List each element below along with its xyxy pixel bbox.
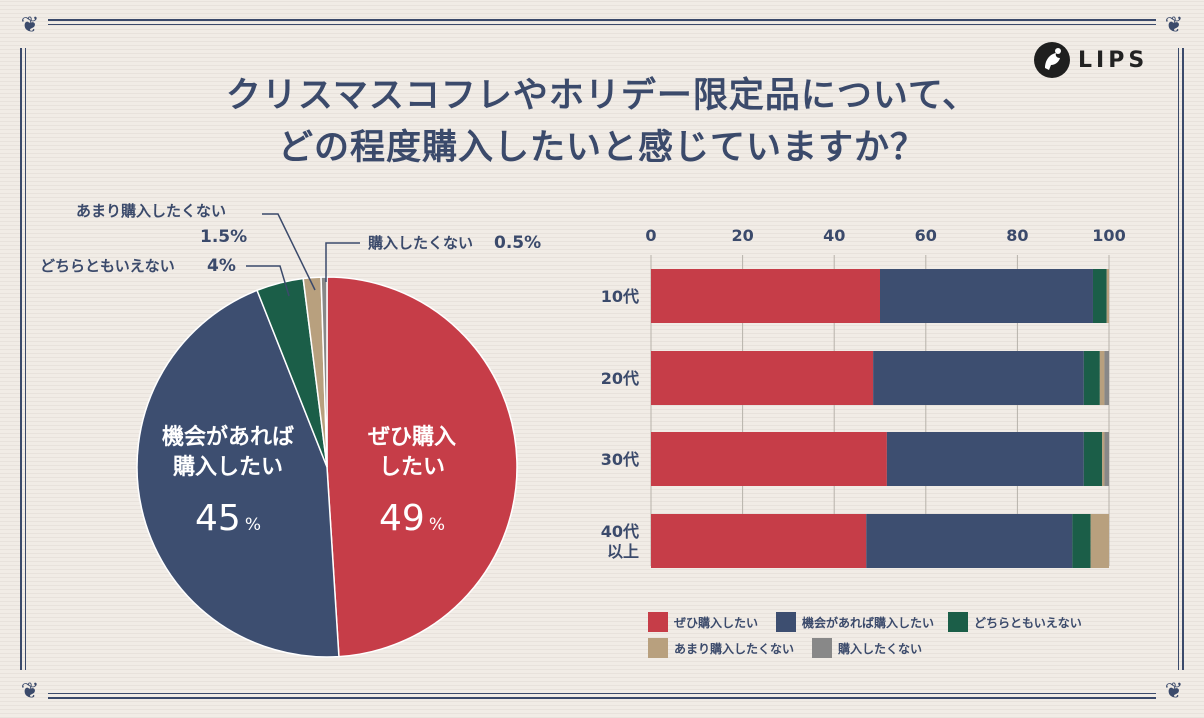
- pie-value-maybe-unit: %: [245, 515, 261, 535]
- frame-top-line-inner: [48, 24, 1156, 25]
- corner-ornament-icon: ❦: [1164, 13, 1184, 38]
- bar-segment: [1083, 351, 1100, 405]
- pie-label-maybe-line2: 購入したい: [173, 455, 283, 480]
- pie-value-yes-unit: %: [429, 515, 445, 535]
- lips-logo-icon: [1034, 42, 1070, 78]
- x-tick-label: 80: [1006, 226, 1028, 245]
- pie-value-maybe: 45%: [195, 498, 261, 539]
- bar-segment: [1102, 432, 1105, 486]
- corner-ornament-icon: ❦: [20, 679, 40, 704]
- bar-segment: [651, 351, 874, 405]
- y-category-label: 10代: [601, 287, 639, 306]
- legend-label: あまり購入したくない: [674, 641, 794, 656]
- corner-ornament-icon: ❦: [1164, 679, 1184, 704]
- legend-label: どちらともいえない: [974, 616, 1082, 630]
- frame-top-line: [48, 19, 1156, 21]
- pie-chart: [136, 276, 518, 658]
- pie-callout-no-value: 0.5%: [494, 233, 541, 253]
- y-category-label: 以上: [607, 542, 639, 561]
- x-tick-label: 40: [823, 226, 845, 245]
- legend-label: 購入したくない: [837, 641, 922, 656]
- bar-segment: [1072, 514, 1091, 568]
- bar-segment: [880, 269, 1093, 323]
- bar-segment: [1090, 514, 1109, 568]
- bar-segment: [886, 432, 1084, 486]
- x-tick-label: 20: [731, 226, 753, 245]
- pie-label-maybe-line1: 機会があれば: [162, 424, 294, 450]
- bar-segment: [1106, 269, 1109, 323]
- bar-segment: [1104, 432, 1109, 486]
- pie-slice-4: [320, 276, 328, 468]
- legend-swatch: [648, 638, 668, 658]
- pie-callout-rather-no-line: [262, 213, 316, 291]
- x-tick-label: 100: [1092, 226, 1125, 245]
- pie-label-yes-line2: したい: [379, 455, 445, 480]
- frame-bottom-line: [48, 697, 1156, 699]
- pie-callout-no-line: [325, 242, 360, 282]
- corner-ornament-icon: ❦: [20, 13, 40, 38]
- pie-callout-neutral-line: [246, 265, 290, 297]
- lips-logo: LIPS: [1034, 40, 1148, 80]
- bar-segment: [873, 351, 1084, 405]
- y-category-label: 30代: [601, 450, 639, 469]
- bar-segment: [1099, 351, 1105, 405]
- bar-segment: [651, 514, 867, 568]
- frame-right-line-inner: [1178, 48, 1179, 670]
- legend-label: ぜひ購入したい: [674, 615, 758, 630]
- pie-callout-rather-no-label: あまり購入したくない: [76, 202, 226, 220]
- bar-segment: [866, 514, 1073, 568]
- pie-callout-neutral-label: どちらともいえない: [40, 257, 175, 275]
- pie-labels: ぜひ購入 したい 49% 機会があれば 購入したい 45% どちらともいえない …: [40, 202, 541, 539]
- pie-value-maybe-number: 45: [195, 498, 241, 539]
- bar-segment: [651, 432, 887, 486]
- logo-text: LIPS: [1078, 47, 1149, 73]
- legend-swatch: [648, 612, 668, 632]
- pie-value-yes-number: 49: [379, 498, 425, 539]
- pie-callout-neutral-value: 4%: [207, 256, 236, 276]
- legend-swatch: [948, 612, 968, 632]
- legend-swatch: [776, 612, 796, 632]
- pie-callout-rather-no-value: 1.5%: [200, 227, 247, 247]
- frame-left-line: [20, 48, 22, 670]
- y-category-label: 20代: [601, 369, 639, 388]
- pie-slice-0: [326, 276, 518, 658]
- frame-bottom-line-inner: [48, 693, 1156, 694]
- bar-segment: [651, 269, 880, 323]
- pie-value-yes: 49%: [379, 498, 445, 539]
- x-tick-label: 60: [915, 226, 937, 245]
- title-line-1: クリスマスコフレやホリデー限定品について、: [225, 76, 979, 116]
- pie-slice-1: [136, 289, 340, 658]
- title-line-2: どの程度購入したいと感じていますか？: [277, 128, 926, 168]
- bar-segment: [1083, 432, 1103, 486]
- pie-callout-no-label: 購入したくない: [367, 234, 473, 252]
- pie-label-yes-line1: ぜひ購入: [368, 425, 456, 450]
- page-title: クリスマスコフレやホリデー限定品について、 どの程度購入したいと感じていますか？: [0, 70, 1204, 174]
- bar-segment: [1092, 269, 1107, 323]
- x-tick-label: 0: [645, 226, 656, 245]
- frame-right-line: [1182, 48, 1184, 670]
- y-category-label: 40代: [601, 522, 639, 541]
- legend-swatch: [812, 638, 832, 658]
- bar-segment: [1104, 351, 1109, 405]
- frame-left-line-inner: [25, 48, 26, 670]
- legend-label: 機会があれば購入したい: [802, 615, 934, 630]
